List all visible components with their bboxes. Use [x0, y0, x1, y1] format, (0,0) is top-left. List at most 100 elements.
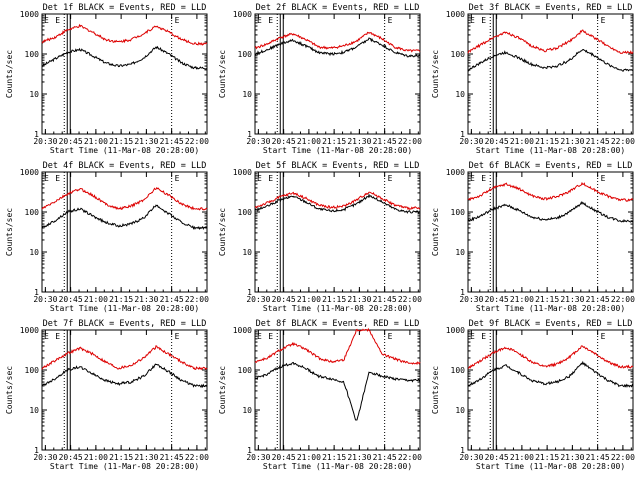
series-line-lld [467, 181, 634, 202]
x-axis-label: Start Time (11-Mar-08 20:28:00) [476, 304, 625, 313]
x-tick-label: 20:45 [59, 295, 83, 304]
x-tick-label: 22:00 [611, 453, 635, 462]
x-tick-label: 21:00 [510, 137, 534, 146]
event-marker-label: E [44, 16, 49, 25]
y-tick-label: 100 [451, 208, 466, 217]
event-marker-label: E [601, 174, 606, 183]
x-tick-label: 21:00 [297, 137, 321, 146]
y-tick-label: 1 [460, 288, 465, 297]
x-tick-label: 21:45 [373, 453, 397, 462]
x-axis-label: Start Time (11-Mar-08 20:28:00) [263, 146, 412, 155]
event-marker-label: E [388, 332, 393, 341]
panel-title: Det 5f BLACK = Events, RED = LLD [256, 161, 420, 171]
x-tick-label: 21:45 [160, 137, 184, 146]
y-tick-label: 1000 [446, 10, 465, 19]
x-tick-label: 20:45 [485, 453, 509, 462]
event-marker-label: E [257, 16, 262, 25]
series-line-lld [254, 191, 421, 211]
x-tick-label: 22:00 [185, 295, 209, 304]
y-tick-label: 1 [247, 130, 252, 139]
x-tick-label: 21:30 [560, 137, 584, 146]
series-line-events [254, 193, 421, 214]
series-line-events [467, 201, 634, 223]
panel-7: Det 7f BLACK = Events, RED = LLD 1 10 100 10… [5, 319, 209, 471]
panel-title: Det 4f BLACK = Events, RED = LLD [43, 161, 207, 171]
y-tick-label: 100 [451, 50, 466, 59]
y-tick-label: 1 [34, 130, 39, 139]
panel-title: Det 9f BLACK = Events, RED = LLD [469, 319, 633, 329]
x-tick-label: 21:15 [535, 453, 559, 462]
y-axis-label: Counts/sec [5, 366, 14, 414]
y-tick-label: 100 [238, 208, 253, 217]
panel-2: Det 2f BLACK = Events, RED = LLD 1 10 100 10… [218, 3, 422, 155]
panel-6: Det 6f BLACK = Events, RED = LLD 1 10 100 10… [431, 161, 635, 313]
plot-frame [41, 329, 208, 451]
x-axis-label: Start Time (11-Mar-08 20:28:00) [263, 304, 412, 313]
x-tick-label: 21:15 [109, 137, 133, 146]
x-tick-label: 21:30 [134, 453, 158, 462]
y-tick-label: 1 [247, 288, 252, 297]
x-tick-label: 21:45 [586, 453, 610, 462]
x-tick-label: 21:30 [134, 295, 158, 304]
plot-frame [467, 171, 634, 293]
y-tick-label: 1000 [20, 168, 39, 177]
y-tick-label: 10 [29, 406, 39, 415]
x-tick-label: 22:00 [398, 137, 422, 146]
x-axis-label: Start Time (11-Mar-08 20:28:00) [476, 146, 625, 155]
x-tick-label: 21:45 [586, 137, 610, 146]
panel-title: Det 6f BLACK = Events, RED = LLD [469, 161, 633, 171]
panel-8: Det 8f BLACK = Events, RED = LLD 1 10 100 10… [218, 319, 422, 471]
event-marker-label: E [388, 16, 393, 25]
series-line-events [41, 45, 208, 70]
y-tick-label: 10 [455, 406, 465, 415]
series-line-events [467, 48, 634, 72]
y-axis-label: Counts/sec [218, 50, 227, 98]
x-tick-label: 20:30 [33, 453, 57, 462]
x-axis-label: Start Time (11-Mar-08 20:28:00) [476, 462, 625, 471]
x-tick-label: 20:45 [485, 137, 509, 146]
y-axis-label: Counts/sec [431, 50, 440, 98]
series-line-lld [467, 345, 634, 369]
x-tick-label: 20:30 [459, 137, 483, 146]
x-tick-label: 21:00 [297, 453, 321, 462]
y-axis-label: Counts/sec [431, 366, 440, 414]
x-tick-label: 21:15 [322, 295, 346, 304]
event-marker-label: E [601, 16, 606, 25]
x-tick-label: 22:00 [611, 137, 635, 146]
series-line-events [254, 361, 421, 421]
x-tick-label: 21:15 [322, 137, 346, 146]
x-tick-label: 21:00 [84, 295, 108, 304]
y-tick-label: 1 [34, 288, 39, 297]
x-tick-label: 20:30 [459, 295, 483, 304]
x-tick-label: 21:30 [347, 295, 371, 304]
event-marker-label: E [257, 174, 262, 183]
x-tick-label: 20:45 [272, 137, 296, 146]
series-line-lld [254, 327, 421, 366]
y-tick-label: 100 [25, 208, 40, 217]
x-tick-label: 21:30 [347, 137, 371, 146]
x-axis-label: Start Time (11-Mar-08 20:28:00) [263, 462, 412, 471]
x-tick-label: 20:30 [33, 137, 57, 146]
series-line-events [254, 37, 421, 58]
x-tick-label: 21:00 [84, 137, 108, 146]
plot-frame [41, 171, 208, 293]
x-tick-label: 21:30 [134, 137, 158, 146]
x-tick-label: 22:00 [398, 295, 422, 304]
event-marker-label: E [175, 16, 180, 25]
x-tick-label: 21:30 [560, 295, 584, 304]
y-tick-label: 100 [238, 50, 253, 59]
x-tick-label: 21:15 [109, 295, 133, 304]
x-tick-label: 21:15 [535, 295, 559, 304]
y-tick-label: 10 [242, 90, 252, 99]
x-tick-label: 22:00 [185, 453, 209, 462]
panel-title: Det 2f BLACK = Events, RED = LLD [256, 3, 420, 13]
y-tick-label: 100 [451, 366, 466, 375]
x-tick-label: 21:00 [510, 453, 534, 462]
event-marker-label: E [55, 332, 60, 341]
x-tick-label: 20:45 [59, 137, 83, 146]
plot-frame [254, 171, 421, 293]
x-tick-label: 21:45 [160, 295, 184, 304]
y-tick-label: 1000 [20, 10, 39, 19]
x-axis-label: Start Time (11-Mar-08 20:28:00) [50, 146, 199, 155]
